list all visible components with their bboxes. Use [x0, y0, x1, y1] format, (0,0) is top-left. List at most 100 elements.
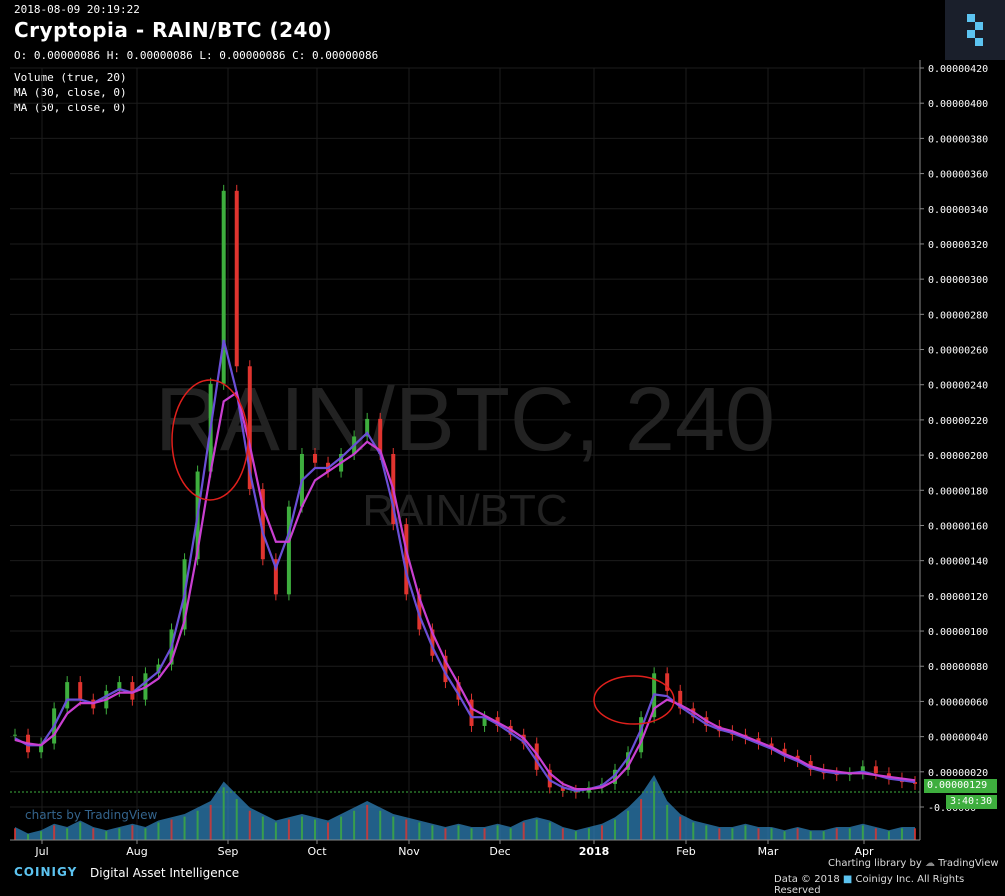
time-axis: Jul Aug Sep Oct Nov Dec 2018 Feb Mar Apr: [10, 839, 920, 858]
y-tick-label: 0.00000240: [928, 381, 988, 392]
charting-credit-brand: TradingView: [938, 858, 999, 869]
ohlc-readout: O: 0.00000086 H: 0.00000086 L: 0.0000008…: [14, 49, 379, 62]
coinigy-logo-icon: [945, 0, 1005, 60]
volume-bar: [522, 822, 525, 840]
charting-credit-text: Charting library by: [828, 858, 922, 869]
volume-bar: [809, 831, 812, 840]
volume-bar: [131, 825, 134, 840]
volume-bar: [300, 816, 303, 840]
price-candle: [286, 506, 291, 595]
price-candle: [873, 766, 878, 774]
price-candle: [247, 366, 252, 490]
volume-bar: [470, 828, 473, 840]
y-tick-label: 0.00000320: [928, 240, 988, 251]
volume-bar: [222, 787, 225, 840]
y-tick-label: 0.00000200: [928, 451, 988, 462]
charting-credit[interactable]: Charting library by ☁ TradingView: [828, 858, 999, 869]
volume-bar: [483, 828, 486, 840]
volume-bar: [379, 810, 382, 840]
x-tick-label: Sep: [218, 845, 239, 858]
price-candle: [665, 673, 670, 691]
price-candle: [782, 748, 787, 756]
price-axis: 0.00000420 0.00000400 0.00000380 0.00000360…: [919, 60, 988, 840]
y-tick-label: 0.00000100: [928, 627, 988, 638]
x-tick-label: Aug: [126, 845, 147, 858]
volume-bar: [248, 810, 251, 840]
volume-bar: [235, 799, 238, 840]
coinigy-brand[interactable]: COINIGY: [14, 865, 78, 879]
volume-bar: [170, 819, 173, 840]
last-price-tag: 0.00000129: [924, 779, 997, 793]
volume-bar: [405, 819, 408, 840]
price-candle: [378, 418, 383, 454]
volume-bar: [653, 781, 656, 840]
volume-bar: [105, 831, 108, 840]
logo-glyph-icon: [967, 14, 983, 46]
price-candle: [65, 682, 70, 709]
price-candle: [130, 682, 135, 700]
y-tick-label: 0.00000400: [928, 99, 988, 110]
price-candle: [430, 629, 435, 656]
series-group: [13, 184, 917, 799]
x-tick-label: Apr: [854, 845, 874, 858]
timestamp: 2018-08-09 20:19:22: [14, 3, 140, 16]
volume-bar: [783, 831, 786, 840]
annotations: [171, 379, 675, 725]
volume-bar: [92, 828, 95, 840]
volume-bar: [914, 828, 916, 840]
volume-bar: [627, 810, 630, 840]
volume-bar: [705, 825, 708, 840]
volume-bar: [900, 828, 903, 840]
volume-bar: [444, 828, 447, 840]
volume-bar: [261, 816, 264, 840]
volume-bar: [79, 822, 82, 840]
ma30-line: [14, 339, 916, 792]
price-candle: [273, 559, 278, 595]
y-tick-label: 0.00000120: [928, 592, 988, 603]
volume-bar: [457, 825, 460, 840]
y-tick-label: 0.00000160: [928, 521, 988, 532]
y-tick-label: 0.00000040: [928, 733, 988, 744]
volume-bar: [314, 819, 316, 840]
annotation-circle-peak: [171, 379, 249, 501]
y-tick-label: 0.00000220: [928, 416, 988, 427]
volume-bar: [66, 828, 69, 840]
price-candle: [313, 454, 317, 463]
price-candle: [678, 690, 683, 709]
volume-bar: [561, 828, 564, 840]
x-tick-label: Oct: [307, 845, 327, 858]
price-candle: [156, 664, 161, 674]
y-tick-label: 0.00000080: [928, 662, 988, 673]
volume-bar: [392, 816, 395, 840]
y-tick-label: 0.00000180: [928, 486, 988, 497]
volume-bar: [835, 828, 838, 840]
y-tick-label: 0.00000280: [928, 310, 988, 321]
volume-bar: [770, 828, 773, 840]
y-tick-label: 0.00000360: [928, 170, 988, 181]
volume-bar: [796, 828, 799, 840]
price-candle: [913, 782, 917, 784]
volume-bar: [431, 825, 434, 840]
tradingview-watermark[interactable]: charts by TradingView: [25, 808, 158, 822]
y-tick-label: 0.00000380: [928, 134, 988, 145]
volume-bar: [535, 819, 538, 840]
volume-bar: [340, 816, 343, 840]
price-candle: [443, 655, 448, 683]
price-candle: [78, 682, 83, 700]
volume-bar: [718, 828, 721, 840]
volume-bar: [118, 828, 121, 840]
x-tick-label: 2018: [579, 845, 610, 858]
volume-bar: [587, 828, 590, 840]
volume-bar: [196, 810, 199, 840]
volume-bar: [209, 804, 212, 840]
volume-bar: [496, 825, 499, 840]
data-credit-text: Data © 2018: [774, 874, 840, 885]
volume-bar: [366, 804, 369, 840]
volume-series: [15, 775, 915, 840]
volume-bar: [614, 819, 616, 840]
volume-bar: [731, 828, 734, 840]
y-tick-label: 0.00000260: [928, 346, 988, 357]
price-candle: [39, 743, 44, 753]
coinigy-small-icon: ■: [842, 874, 853, 885]
